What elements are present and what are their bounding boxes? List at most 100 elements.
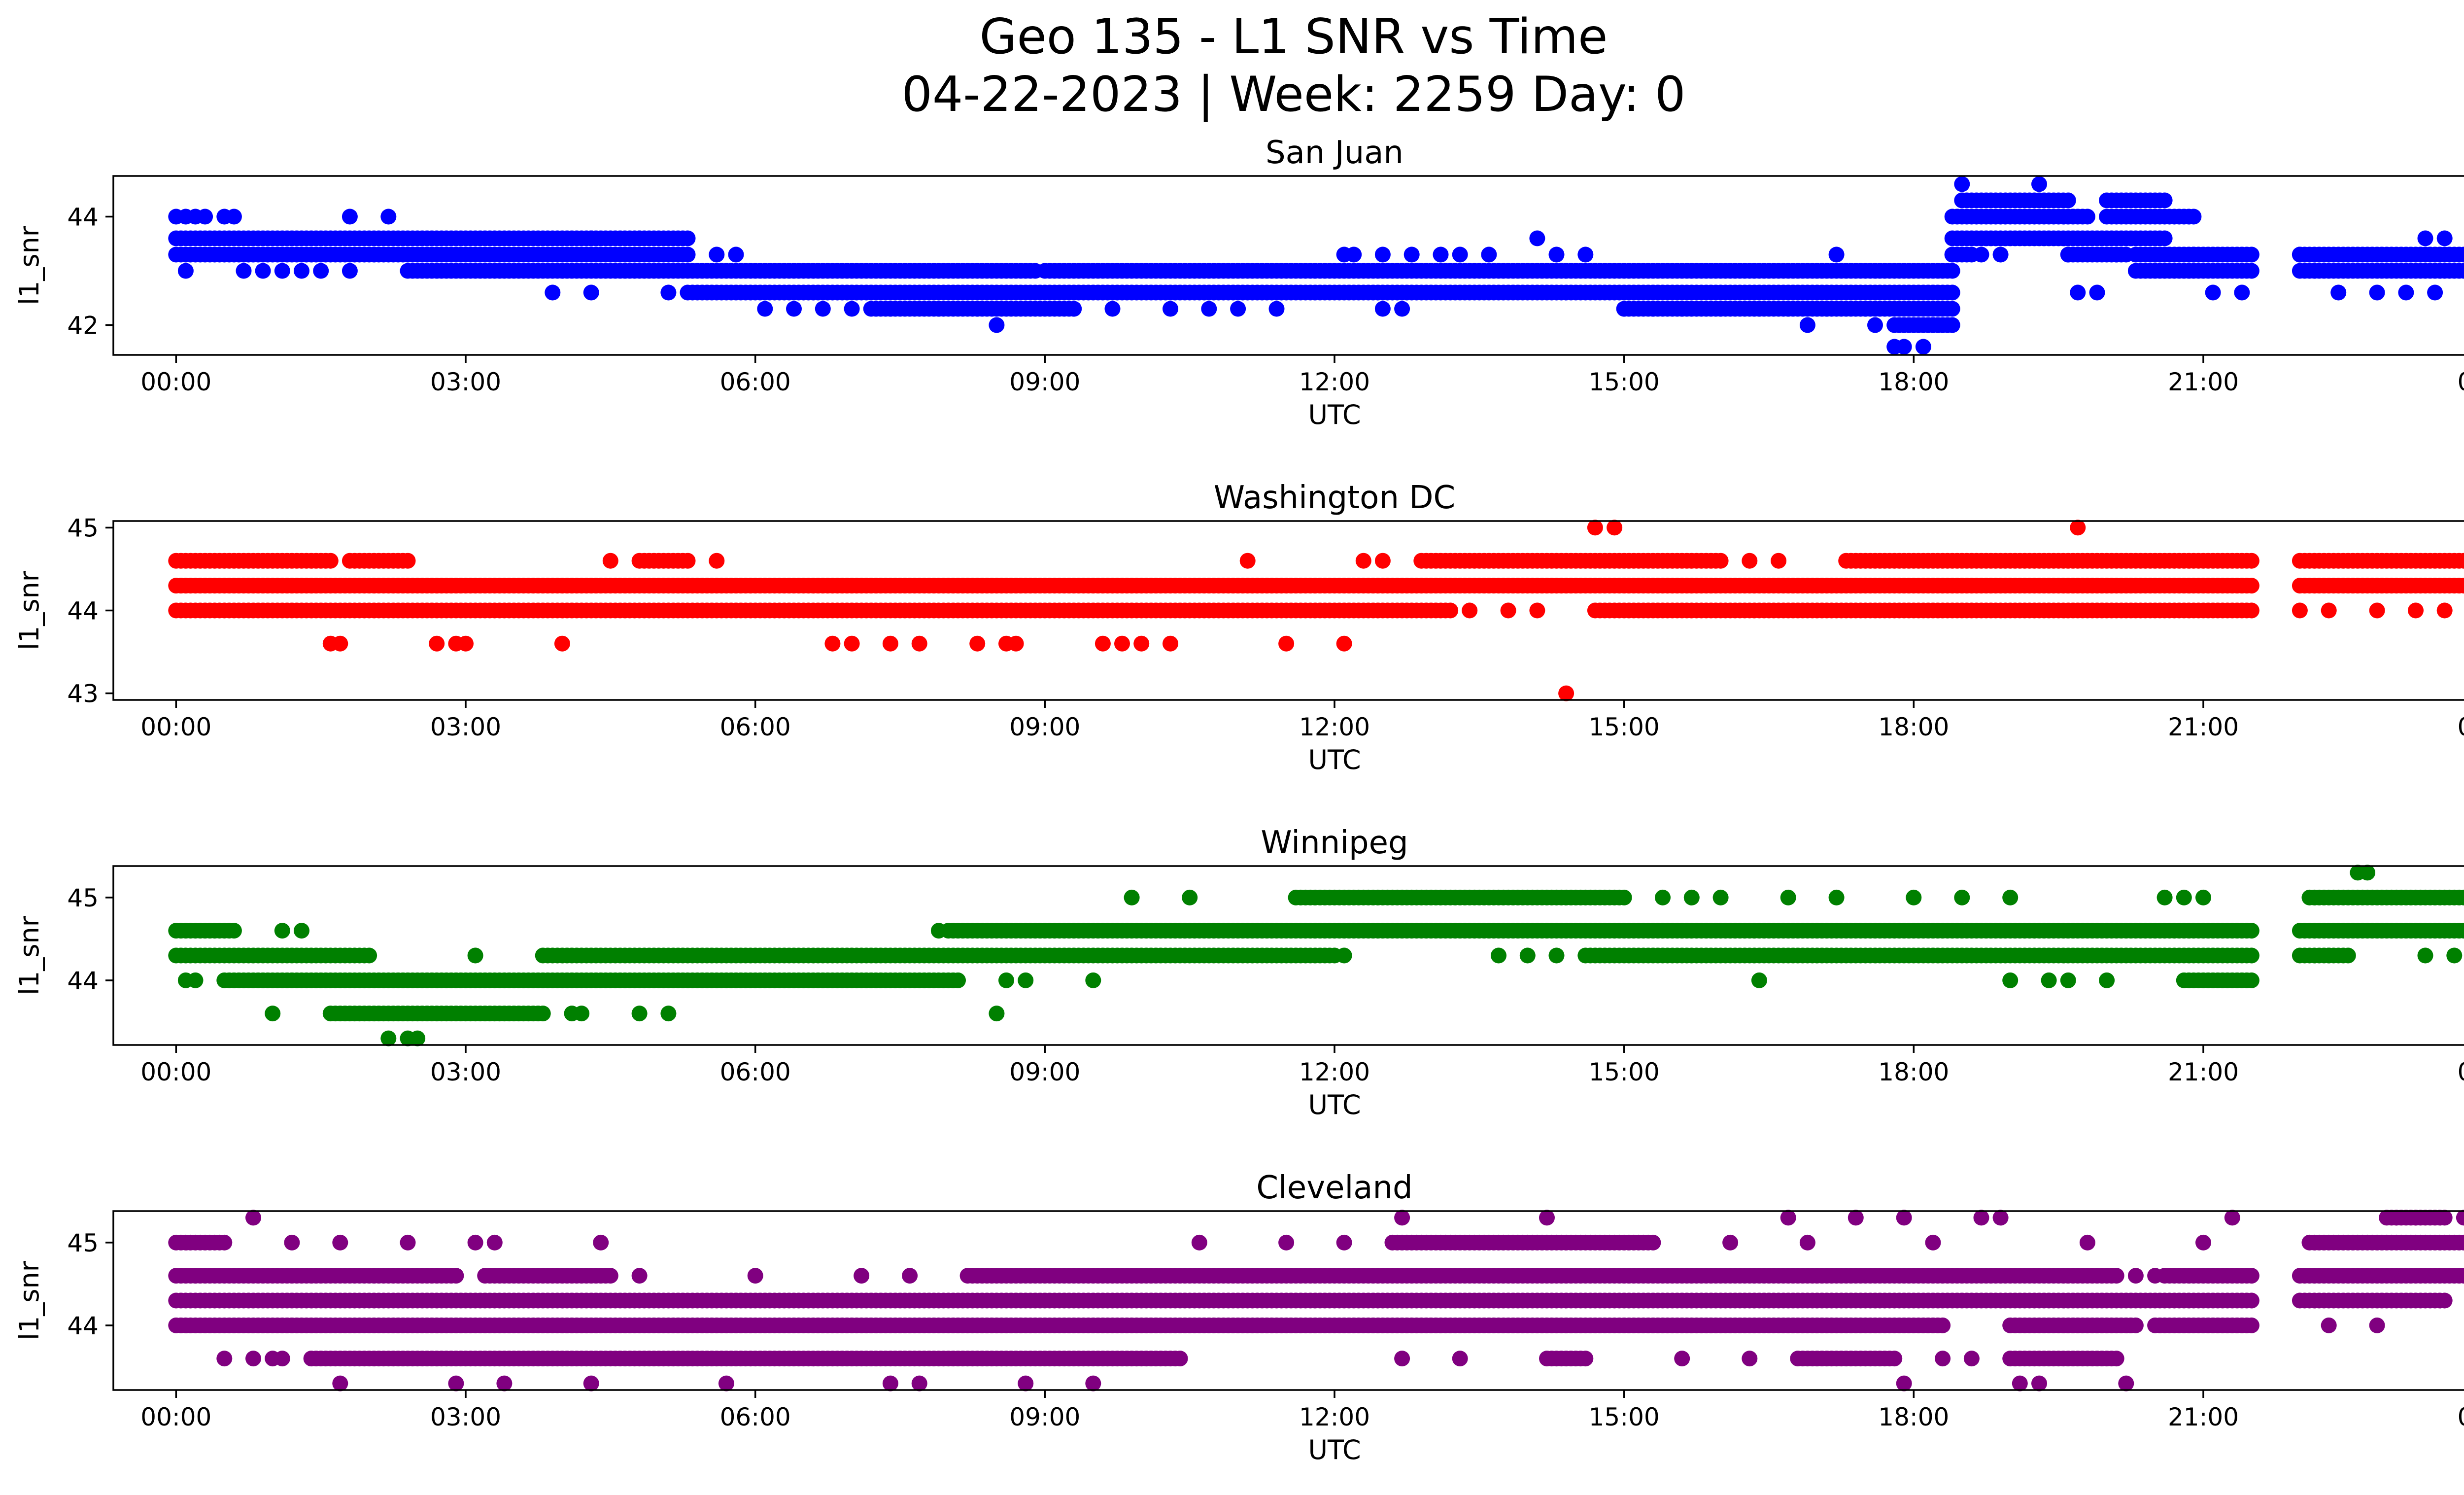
data-point	[1529, 230, 1545, 246]
data-point	[2369, 284, 2385, 301]
data-points	[168, 865, 2464, 1046]
data-point	[1771, 553, 1787, 569]
data-point	[1491, 947, 1506, 964]
data-point	[1577, 1351, 1594, 1367]
data-point	[1607, 520, 1623, 536]
data-point	[969, 301, 986, 317]
data-point	[1944, 263, 1960, 279]
y-tick-label: 45	[67, 514, 99, 542]
data-points	[168, 520, 2464, 701]
data-point	[602, 553, 618, 569]
data-point	[1095, 635, 1111, 652]
data-point	[1954, 176, 1970, 192]
data-point	[2292, 246, 2308, 263]
x-tick-label: 09:00	[1009, 368, 1080, 396]
data-points	[168, 1210, 2464, 1391]
data-point	[226, 923, 242, 939]
x-tick-label: 15:00	[1589, 368, 1660, 396]
data-point	[177, 263, 194, 279]
data-point	[197, 209, 213, 225]
data-point	[1712, 553, 1729, 569]
data-point	[2243, 553, 2259, 569]
x-tick-label: 00:00	[2458, 713, 2464, 741]
data-point	[950, 972, 966, 988]
data-point	[989, 1006, 1005, 1022]
data-point	[1529, 602, 1545, 619]
data-point	[1278, 635, 1295, 652]
data-point	[1867, 317, 1883, 333]
x-tick-label: 12:00	[1299, 368, 1370, 396]
data-point	[815, 301, 831, 317]
y-tick-label: 44	[67, 597, 99, 626]
data-point	[1751, 972, 1767, 988]
data-point	[2186, 209, 2202, 225]
x-tick-label: 06:00	[720, 368, 791, 396]
data-point	[361, 947, 377, 964]
data-point	[2002, 889, 2019, 905]
data-point	[1954, 889, 1970, 905]
data-point	[2079, 209, 2095, 225]
figure-title: Geo 135 - L1 SNR vs Time	[980, 9, 1608, 65]
data-point	[1374, 246, 1391, 263]
data-point	[2360, 865, 2375, 881]
data-point	[680, 246, 696, 263]
data-point	[2099, 972, 2115, 988]
data-point	[1008, 635, 1024, 652]
data-point	[1182, 889, 1198, 905]
data-point	[448, 1268, 464, 1284]
data-point	[1346, 246, 1362, 263]
data-point	[602, 1268, 618, 1284]
data-point	[1577, 246, 1594, 263]
data-point	[998, 972, 1014, 988]
data-point	[2243, 578, 2259, 594]
x-tick-label: 21:00	[2168, 1058, 2239, 1086]
data-points	[168, 176, 2464, 355]
y-tick-label: 43	[67, 680, 99, 708]
data-point	[2427, 284, 2443, 301]
data-point	[2176, 889, 2192, 905]
data-point	[1935, 1317, 1951, 1333]
panel-title: Washington DC	[1214, 480, 1455, 516]
data-point	[2446, 947, 2463, 964]
data-point	[1616, 889, 1632, 905]
x-axis-label: UTC	[1308, 1089, 1361, 1120]
data-point	[882, 635, 898, 652]
x-tick-label: 03:00	[430, 1058, 501, 1086]
data-point	[2041, 972, 2057, 988]
x-axis-label: UTC	[1308, 399, 1361, 430]
data-point	[2186, 246, 2202, 263]
data-point	[1616, 301, 1632, 317]
data-point	[1992, 246, 2009, 263]
data-point	[2243, 1292, 2259, 1309]
data-point	[1683, 889, 1700, 905]
data-point	[342, 209, 358, 225]
data-point	[1230, 301, 1246, 317]
data-point	[458, 635, 474, 652]
data-point	[728, 246, 744, 263]
data-point	[930, 301, 947, 317]
data-point	[1828, 889, 1845, 905]
data-point	[2321, 947, 2337, 964]
data-point	[1828, 246, 1845, 263]
data-point	[2408, 602, 2424, 619]
data-point	[2461, 579, 2464, 592]
data-point	[1452, 246, 1468, 263]
data-point	[1433, 246, 1449, 263]
data-point	[1336, 635, 1352, 652]
data-point	[1548, 947, 1565, 964]
data-point	[2243, 947, 2259, 964]
data-point	[1548, 246, 1565, 263]
data-point	[342, 263, 358, 279]
data-point	[1172, 1351, 1188, 1367]
x-tick-label: 15:00	[1589, 713, 1660, 741]
data-point	[882, 301, 898, 317]
data-point	[1442, 602, 1459, 619]
data-point	[2340, 947, 2356, 964]
data-point	[2156, 230, 2173, 246]
data-point	[535, 1006, 551, 1022]
data-point	[2060, 192, 2076, 209]
y-tick-label: 42	[67, 312, 99, 340]
